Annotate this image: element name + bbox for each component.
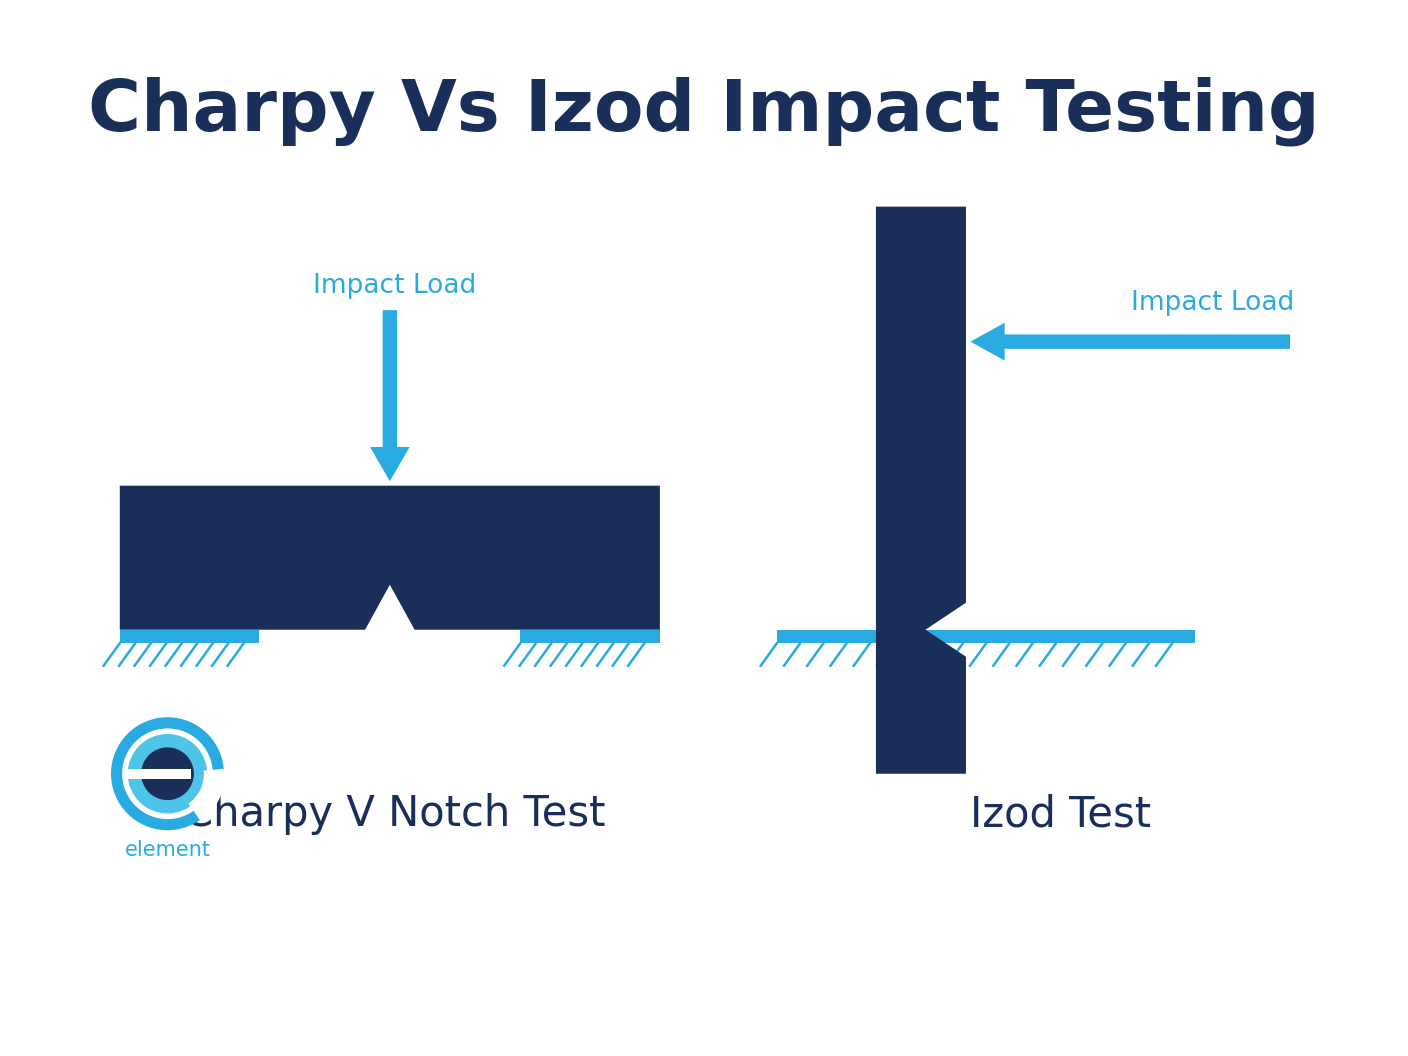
Circle shape bbox=[122, 729, 213, 818]
Text: Charpy V Notch Test: Charpy V Notch Test bbox=[183, 793, 605, 835]
Bar bbox=[777, 629, 1195, 643]
Circle shape bbox=[142, 748, 193, 799]
FancyArrow shape bbox=[970, 323, 1290, 360]
Polygon shape bbox=[120, 486, 660, 629]
Circle shape bbox=[128, 735, 207, 813]
Polygon shape bbox=[876, 207, 966, 774]
Circle shape bbox=[111, 718, 224, 830]
Bar bbox=[127, 769, 191, 778]
Bar bbox=[120, 629, 259, 643]
Text: Impact Load: Impact Load bbox=[1131, 290, 1294, 317]
Wedge shape bbox=[189, 769, 225, 821]
Text: Impact Load: Impact Load bbox=[313, 274, 476, 299]
Bar bbox=[521, 629, 660, 643]
FancyArrow shape bbox=[370, 310, 410, 482]
Text: Charpy Vs Izod Impact Testing: Charpy Vs Izod Impact Testing bbox=[89, 76, 1319, 146]
Text: Izod Test: Izod Test bbox=[970, 793, 1150, 835]
Text: element: element bbox=[124, 841, 210, 861]
